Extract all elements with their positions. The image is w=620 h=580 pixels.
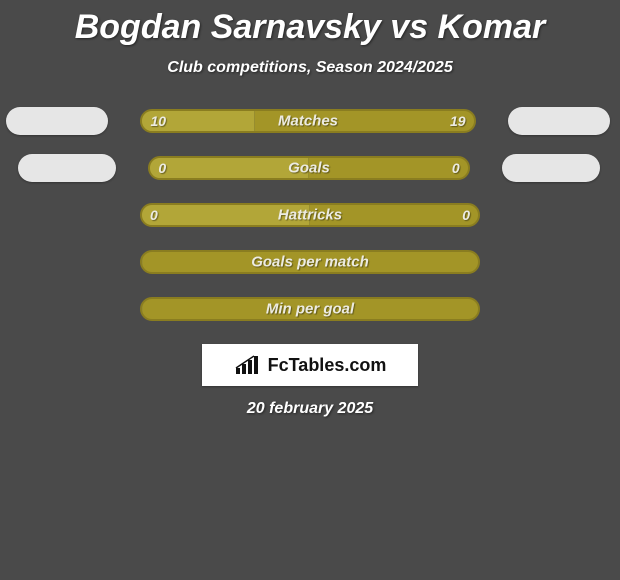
stat-value-left: 10	[150, 113, 166, 129]
stat-value-left: 0	[150, 207, 158, 223]
stat-value-right: 0	[452, 160, 460, 176]
stat-label: Goals	[288, 160, 330, 177]
stat-label: Matches	[278, 113, 338, 130]
stat-row: Matches 10 19	[0, 109, 620, 133]
stat-row: Hattricks 0 0	[0, 203, 620, 227]
stat-row: Goals 0 0	[0, 156, 620, 180]
stat-label: Min per goal	[266, 301, 354, 318]
footer-date: 20 february 2025	[0, 400, 620, 418]
brand-text: FcTables.com	[268, 355, 387, 376]
player-right-pill	[502, 154, 600, 182]
stat-value-left: 0	[158, 160, 166, 176]
stat-row: Min per goal	[0, 297, 620, 321]
stat-bar: Goals per match	[140, 250, 480, 274]
stats-rows: Matches 10 19 Goals 0 0 Hattricks 0 0 Goals per m…	[0, 109, 620, 321]
stat-label: Goals per match	[251, 254, 369, 271]
bars-icon	[234, 354, 262, 376]
stat-value-right: 19	[450, 113, 466, 129]
stat-bar: Hattricks 0 0	[140, 203, 480, 227]
page-title: Bogdan Sarnavsky vs Komar	[0, 0, 620, 47]
brand-logo: FcTables.com	[202, 344, 418, 386]
stat-row: Goals per match	[0, 250, 620, 274]
stat-label: Hattricks	[278, 207, 342, 224]
player-right-pill	[508, 107, 610, 135]
stat-bar: Matches 10 19	[140, 109, 475, 133]
stat-value-right: 0	[462, 207, 470, 223]
player-left-pill	[6, 107, 108, 135]
stat-bar: Min per goal	[140, 297, 480, 321]
stat-bar: Goals 0 0	[148, 156, 469, 180]
player-left-pill	[18, 154, 116, 182]
page-subtitle: Club competitions, Season 2024/2025	[0, 59, 620, 77]
